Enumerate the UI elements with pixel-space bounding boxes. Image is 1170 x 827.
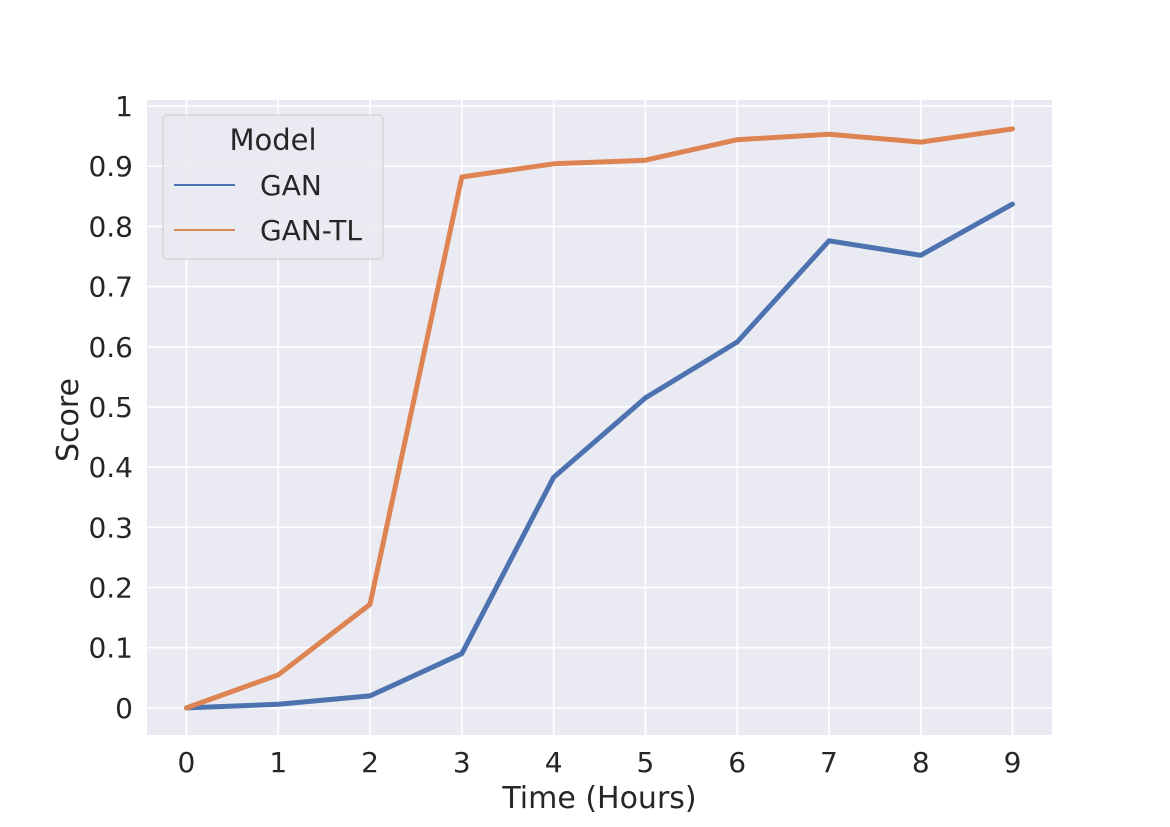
x-tick-label: 1 bbox=[269, 746, 287, 779]
series-line-gan-tl bbox=[184, 126, 1015, 711]
y-tick-label: 0.9 bbox=[88, 150, 133, 183]
y-tick-labels: 0 0.1 0.2 0.3 0.4 0.5 0.6 0.7 0.8 0.9 1 bbox=[88, 90, 133, 725]
legend-label-gan: GAN bbox=[260, 169, 322, 202]
x-tick-label: 9 bbox=[1004, 746, 1022, 779]
x-tick-label: 3 bbox=[453, 746, 471, 779]
y-axis-label: Score bbox=[51, 378, 86, 462]
legend-label-gan-tl: GAN-TL bbox=[260, 214, 362, 247]
x-tick-labels: 0 1 2 3 4 5 6 7 8 9 bbox=[178, 746, 1022, 779]
series-line-gan bbox=[184, 201, 1015, 711]
y-tick-label: 0.4 bbox=[88, 451, 133, 484]
legend-entries: GAN GAN-TL bbox=[174, 169, 362, 247]
legend-frame bbox=[162, 114, 384, 260]
y-tick-label: 1 bbox=[115, 90, 133, 123]
x-tick-label: 7 bbox=[820, 746, 838, 779]
x-tick-label: 8 bbox=[912, 746, 930, 779]
y-tick-label: 0.2 bbox=[88, 572, 133, 605]
x-tick-label: 4 bbox=[545, 746, 563, 779]
legend-title: Model bbox=[229, 123, 316, 157]
series-lines bbox=[184, 126, 1015, 711]
x-tick-label: 5 bbox=[636, 746, 654, 779]
y-tick-label: 0.8 bbox=[88, 210, 133, 243]
y-tick-label: 0.6 bbox=[88, 331, 133, 364]
x-tick-label: 6 bbox=[728, 746, 746, 779]
x-tick-label: 0 bbox=[178, 746, 196, 779]
y-tick-label: 0.5 bbox=[88, 391, 133, 424]
x-axis-label: Time (Hours) bbox=[501, 781, 696, 816]
y-tick-label: 0.1 bbox=[88, 632, 133, 665]
y-tick-label: 0.7 bbox=[88, 271, 133, 304]
y-tick-label: 0.3 bbox=[88, 511, 133, 544]
x-tick-label: 2 bbox=[361, 746, 379, 779]
y-tick-label: 0 bbox=[115, 692, 133, 725]
legend: Model GAN GAN-TL bbox=[162, 114, 384, 260]
